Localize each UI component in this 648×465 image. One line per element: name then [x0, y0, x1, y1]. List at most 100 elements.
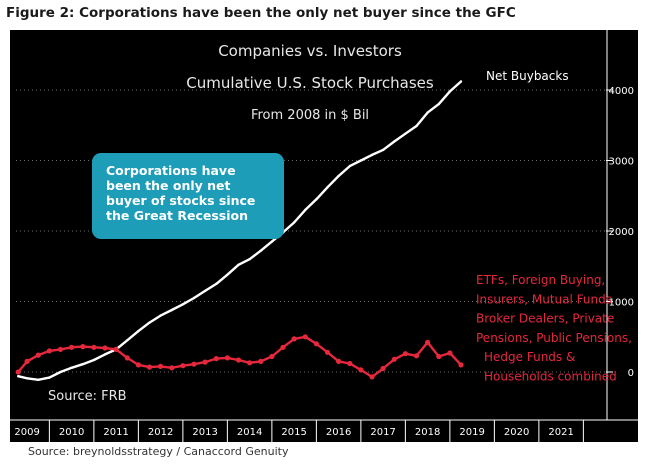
y-tick-label: 2000 [609, 227, 634, 238]
data-point [459, 80, 463, 83]
data-point [158, 363, 164, 369]
data-point [425, 339, 431, 345]
data-point [213, 356, 219, 362]
data-point [148, 321, 151, 324]
series-label-line: Hedge Funds & [484, 350, 575, 364]
callout-text: Corporations have been the only net buyer … [106, 163, 276, 223]
series-label-net-buybacks: Net Buybacks [486, 69, 569, 83]
x-tick-label: 2010 [59, 427, 84, 438]
chart-svg: 0 1000 2000 3000 4000 2009 2010 2011 2012 2013 201… [10, 30, 638, 442]
figure-title: Figure 2: Corporations have been the onl… [6, 5, 516, 21]
data-point [191, 361, 197, 367]
data-point [381, 148, 385, 152]
data-point [159, 314, 162, 317]
y-tick-label: 1000 [609, 298, 634, 309]
frb-source-label: Source: FRB [48, 389, 127, 404]
data-point [126, 339, 129, 342]
data-point [348, 164, 351, 168]
data-point [280, 344, 286, 350]
x-tick-label: 2011 [103, 427, 128, 438]
data-point [70, 366, 73, 369]
data-point [304, 208, 307, 212]
series-label-line: Broker Dealers, Private [476, 312, 614, 326]
x-tick-label: 2013 [192, 427, 217, 438]
data-point [103, 353, 107, 356]
x-tick-label: 2014 [237, 427, 262, 438]
data-point [192, 296, 196, 300]
axes-layer: 0 1000 2000 3000 4000 2009 2010 2011 2012 2013 201… [10, 30, 638, 442]
data-point [91, 344, 97, 350]
data-point [302, 334, 308, 340]
data-point [413, 353, 420, 359]
x-tick-label: 2017 [370, 427, 395, 438]
data-point [181, 303, 185, 306]
x-tick-label: 2009 [14, 427, 39, 438]
x-tick-label: 2020 [504, 427, 529, 438]
data-point [370, 153, 374, 157]
series-label-line: Pensions, Public Pensions, [476, 331, 632, 345]
data-point [24, 358, 30, 364]
callout-line: been the only net [106, 178, 231, 193]
x-tick-label: 2019 [459, 427, 484, 438]
data-point [81, 363, 85, 366]
data-point [447, 350, 453, 356]
source-note: Source: breynoldsstrategy / Canaccord Ge… [28, 445, 289, 458]
data-point [315, 198, 318, 201]
series-layer [15, 80, 464, 381]
data-point [437, 102, 440, 106]
series-label-other-investors: ETFs, Foreign Buying, Insurers, Mutual Fu… [476, 273, 632, 384]
data-point [48, 376, 51, 379]
data-point [248, 258, 251, 261]
data-point [391, 356, 397, 362]
chart-subtitle2: From 2008 in $ Bil [251, 108, 369, 123]
data-point [170, 308, 173, 312]
data-point [313, 341, 319, 347]
data-point [25, 377, 29, 380]
data-point [124, 355, 130, 361]
data-point [324, 349, 331, 355]
data-point [259, 249, 262, 252]
data-point [458, 362, 464, 368]
chart-subtitle: Cumulative U.S. Stock Purchases [186, 74, 434, 92]
y-tick-label: 0 [628, 368, 634, 379]
callout-line: the Great Recession [106, 208, 249, 223]
data-point [237, 263, 240, 266]
data-point [270, 240, 274, 243]
y-tick-label: 3000 [609, 157, 634, 168]
data-point [146, 364, 153, 370]
data-point [415, 124, 418, 128]
data-point [347, 360, 353, 367]
data-point [359, 159, 363, 162]
data-point [393, 140, 396, 143]
data-point [292, 221, 296, 224]
x-tick-label: 2016 [326, 427, 351, 438]
data-point [137, 329, 140, 333]
callout-line: Corporations have [106, 163, 236, 178]
x-tick-label: 2018 [415, 427, 440, 438]
data-point [337, 174, 340, 178]
data-point [235, 357, 242, 363]
data-point [436, 353, 442, 360]
data-point [102, 345, 108, 351]
data-point [358, 367, 364, 373]
chart: 0 1000 2000 3000 4000 2009 2010 2011 2012 2013 201… [10, 30, 638, 442]
data-point [15, 369, 21, 375]
data-point [269, 353, 275, 360]
data-point [135, 362, 141, 368]
data-point [69, 344, 75, 350]
data-point [35, 352, 41, 358]
data-point [291, 336, 297, 342]
data-point [92, 358, 96, 362]
data-point [215, 282, 218, 286]
data-point [113, 346, 119, 352]
data-point [336, 358, 342, 364]
data-point [17, 375, 20, 378]
data-point [46, 348, 53, 354]
data-point [59, 370, 62, 374]
data-point [258, 358, 264, 364]
x-tick-label: 2021 [548, 427, 573, 438]
data-point [404, 132, 407, 135]
data-point [202, 359, 208, 365]
data-point [169, 365, 175, 371]
series-label-line: Households combined [484, 370, 617, 384]
